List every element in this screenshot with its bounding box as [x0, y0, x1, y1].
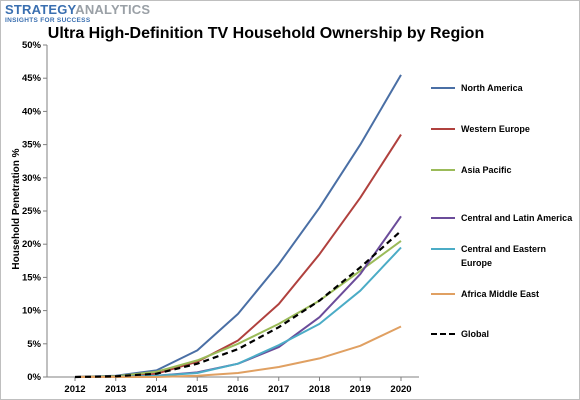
x-tick-label: 2017 [268, 384, 289, 395]
line-chart: Household Penetration % 0% 5% 10% 15% 20% 25%… [11, 40, 419, 395]
legend-swatch [431, 293, 455, 295]
legend-swatch [431, 217, 455, 219]
x-tick-label: 2018 [309, 384, 330, 395]
brand-logo: STRATEGYANALYTICS INSIGHTS FOR SUCCESS [5, 3, 150, 25]
y-tick-label: 35% [22, 140, 42, 151]
legend-swatch [431, 169, 455, 171]
legend-item-north-america: North America [429, 81, 579, 111]
legend-label: Central and Eastern Europe [461, 244, 547, 268]
y-tick-label: 10% [22, 306, 42, 317]
series-line-central-and-eastern-europe [75, 246, 402, 378]
series-line-global [74, 230, 402, 379]
legend-item-africa-middle-east: Africa Middle East [429, 287, 579, 317]
y-tick-label: 25% [22, 206, 42, 217]
legend-label: Central and Latin America [461, 213, 573, 223]
chart-legend: North America Western Europe Asia Pacific C… [429, 1, 579, 399]
legend-swatch [431, 87, 455, 89]
series-line-western-europe [74, 134, 402, 378]
brand-name: STRATEGYANALYTICS [5, 3, 150, 17]
x-tick-label: 2016 [227, 384, 248, 395]
legend-label: North America [461, 83, 523, 93]
chart-title: Ultra High-Definition TV Household Owner… [47, 25, 485, 42]
y-tick-label: 45% [22, 73, 42, 84]
y-tick-label: 50% [22, 40, 42, 51]
brand-name-part-2: ANALYTICS [75, 2, 151, 17]
y-tick-label: 0% [27, 372, 41, 383]
brand-tagline: INSIGHTS FOR SUCCESS [5, 17, 91, 24]
y-axis-label: Household Penetration % [11, 148, 22, 269]
x-tick-label: 2015 [187, 384, 209, 395]
y-tick-label: 5% [27, 339, 41, 350]
x-tick-label: 2014 [146, 384, 168, 395]
legend-label: Africa Middle East [461, 289, 540, 299]
series-line-north-america [74, 74, 402, 378]
brand-name-part-1: STRATEGY [5, 2, 76, 17]
x-tick-label: 2013 [105, 384, 126, 395]
x-tick-label: 2012 [64, 384, 85, 395]
legend-swatch [431, 128, 455, 130]
legend-swatch [431, 248, 455, 250]
legend-label: Asia Pacific [461, 165, 512, 175]
legend-item-global: Global [429, 327, 579, 357]
series-line-africa-middle-east [75, 325, 402, 378]
x-tick-label: 2019 [350, 384, 371, 395]
legend-label: Global [461, 329, 490, 339]
legend-item-central-and-eastern-europe: Central and Eastern Europe [429, 242, 579, 272]
legend-item-asia-pacific: Asia Pacific [429, 163, 579, 193]
x-tick-label: 2020 [390, 384, 411, 395]
y-tick-label: 40% [22, 106, 42, 117]
y-tick-label: 15% [22, 272, 42, 283]
y-tick-label: 30% [22, 173, 42, 184]
legend-swatch [431, 333, 455, 335]
series-line-asia-pacific [74, 240, 402, 378]
legend-item-central-and-latin-america: Central and Latin America [429, 211, 579, 241]
legend-label: Western Europe [461, 124, 530, 134]
y-tick-label: 20% [22, 239, 42, 250]
legend-item-western-europe: Western Europe [429, 122, 579, 152]
